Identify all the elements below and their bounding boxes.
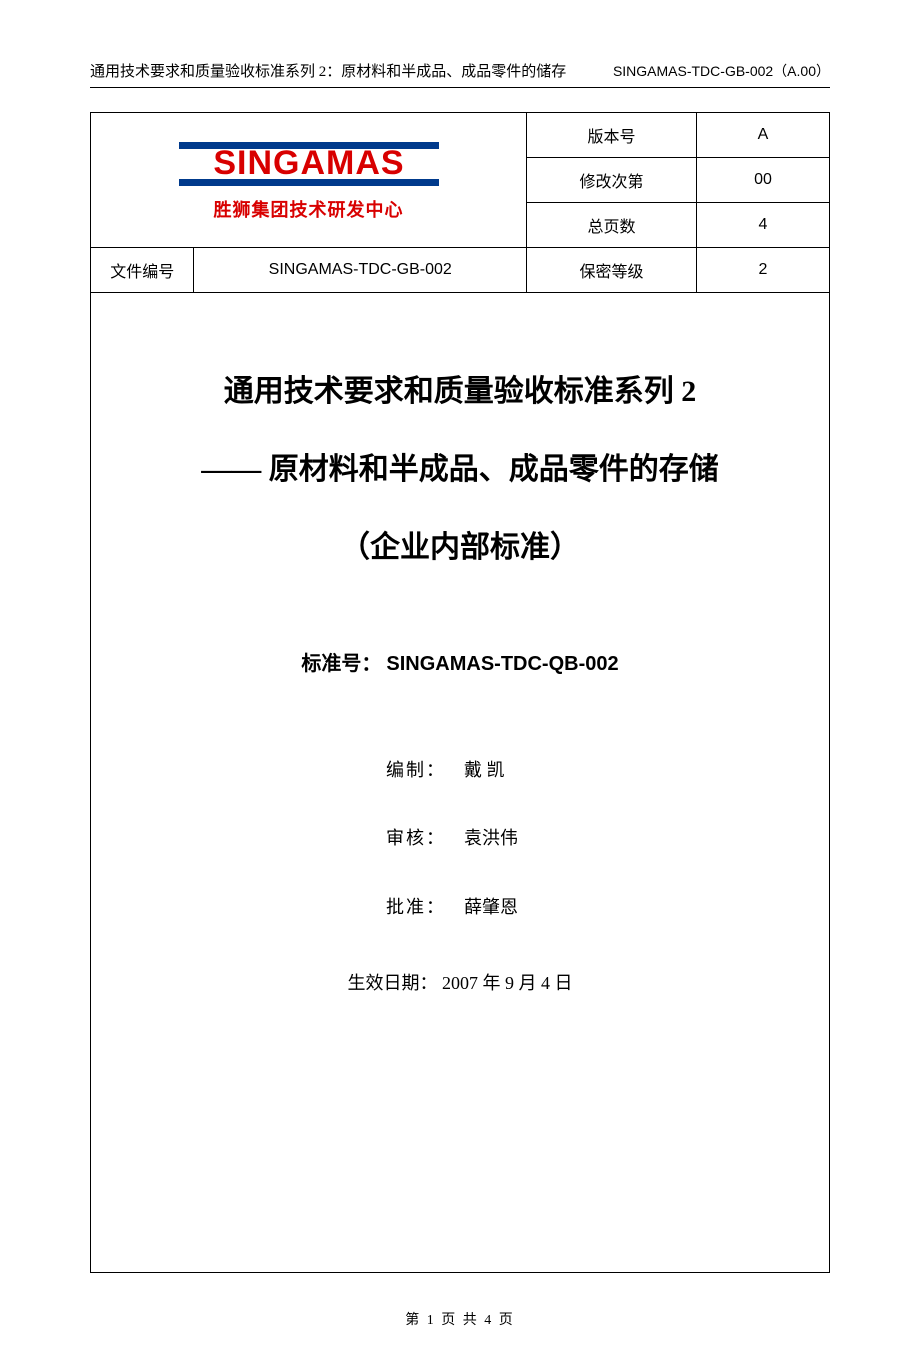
pages-label: 总页数 (527, 203, 697, 248)
title-line-1: 通用技术要求和质量验收标准系列 2 (131, 353, 789, 431)
version-label: 版本号 (527, 113, 697, 158)
svg-text:SINGAMAS: SINGAMAS (213, 144, 404, 182)
approved-value: 薛肇恩 (464, 873, 554, 941)
logo-cell: SINGAMAS 胜狮集团技术研发中心 (91, 113, 527, 248)
effective-label: 生效日期： (348, 973, 438, 993)
standard-number-label: 标准号： (301, 653, 381, 675)
content-box: 通用技术要求和质量验收标准系列 2 —— 原材料和半成品、成品零件的存储 （企业… (90, 293, 830, 1273)
reviewed-label: 审核： (366, 804, 446, 872)
title-line-2: —— 原材料和半成品、成品零件的存储 (131, 431, 789, 509)
page-header: 通用技术要求和质量验收标准系列 2：原材料和半成品、成品零件的储存 SINGAM… (90, 60, 830, 88)
reviewed-value: 袁洪伟 (464, 804, 554, 872)
approved-row: 批准： 薛肇恩 (131, 873, 789, 941)
page-footer: 第 1 页 共 4 页 (90, 1309, 830, 1329)
logo-caption: 胜狮集团技术研发中心 (214, 196, 404, 222)
effective-date: 生效日期： 2007 年 9 月 4 日 (131, 949, 789, 1017)
pages-value: 4 (696, 203, 829, 248)
singamas-logo-icon: SINGAMAS (179, 142, 439, 186)
signature-block: 编制： 戴 凯 审核： 袁洪伟 批准： 薛肇恩 生效日期： 2007 年 9 月… (131, 736, 789, 1018)
standard-number-value: SINGAMAS-TDC-QB-002 (386, 653, 618, 675)
secrecy-label: 保密等级 (527, 248, 697, 293)
header-left: 通用技术要求和质量验收标准系列 2：原材料和半成品、成品零件的储存 (90, 60, 566, 81)
secrecy-value: 2 (696, 248, 829, 293)
standard-number: 标准号： SINGAMAS-TDC-QB-002 (131, 647, 789, 676)
docno-label: 文件编号 (91, 248, 194, 293)
approved-label: 批准： (366, 873, 446, 941)
compiled-label: 编制： (366, 736, 446, 804)
version-value: A (696, 113, 829, 158)
effective-value: 2007 年 9 月 4 日 (442, 973, 573, 993)
reviewed-row: 审核： 袁洪伟 (131, 804, 789, 872)
compiled-value: 戴 凯 (464, 736, 554, 804)
title-line-3: （企业内部标准） (131, 509, 789, 587)
revision-label: 修改次第 (527, 158, 697, 203)
compiled-row: 编制： 戴 凯 (131, 736, 789, 804)
info-table: SINGAMAS 胜狮集团技术研发中心 版本号 A 修改次第 00 总页数 4 … (90, 112, 830, 293)
header-right: SINGAMAS-TDC-GB-002（A.00） (613, 61, 830, 81)
logo-wrap: SINGAMAS 胜狮集团技术研发中心 (91, 142, 526, 222)
revision-value: 00 (696, 158, 829, 203)
docno-value: SINGAMAS-TDC-GB-002 (194, 248, 527, 293)
